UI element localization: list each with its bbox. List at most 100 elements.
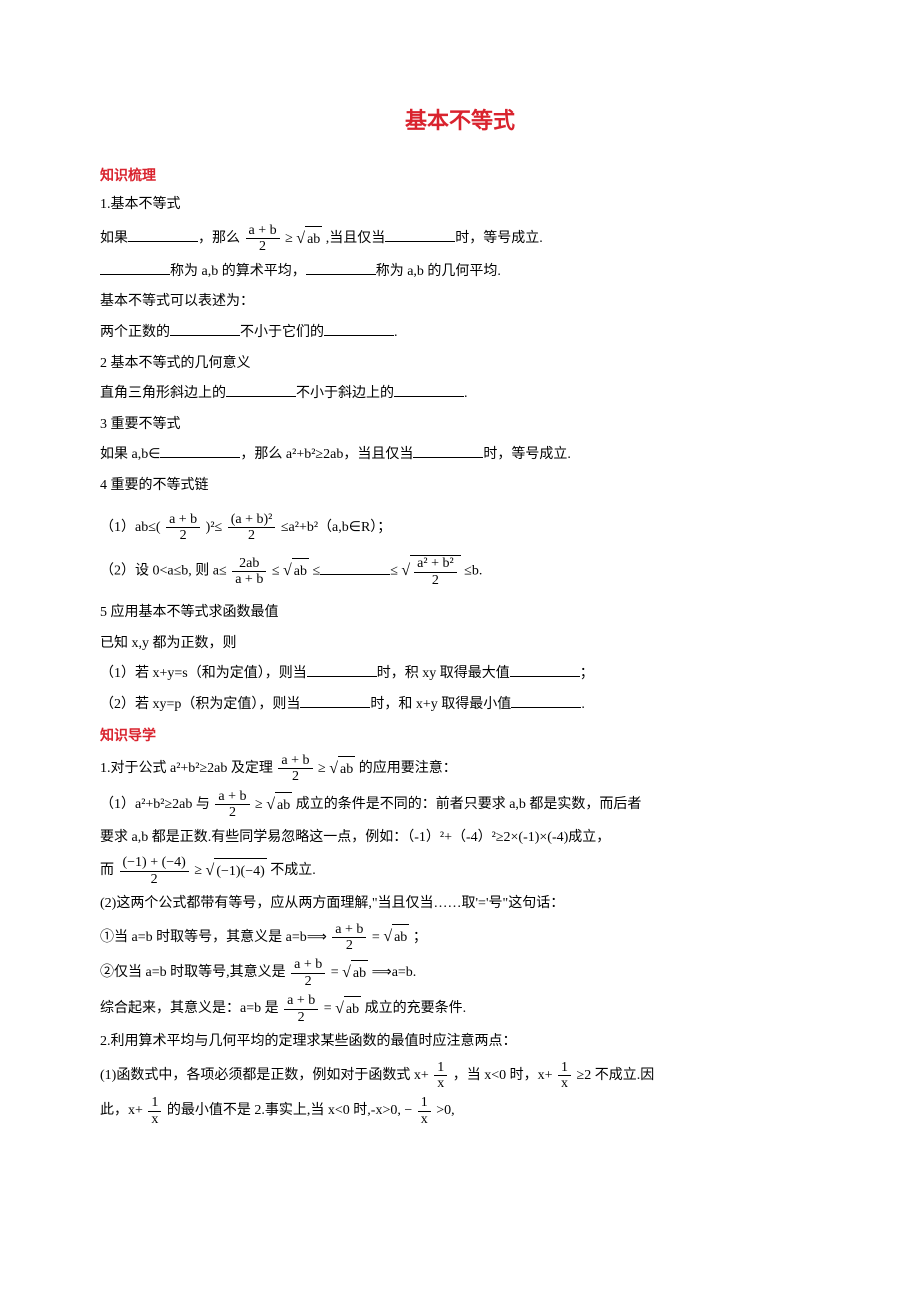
fraction: a + b2: [166, 512, 200, 544]
d1-line7: ②仅当 a=b 时取等号,其意义是 a + b2 = ab ⟹a=b.: [100, 957, 820, 989]
text: .: [581, 697, 585, 712]
fraction: 1x: [148, 1095, 161, 1127]
blank: [226, 382, 296, 397]
d1-line2: （1）a²+b²≥2ab 与 a + b2 ≥ ab 成立的条件是不同的：前者只…: [100, 789, 820, 821]
text: （1）ab≤(: [100, 520, 161, 535]
text: 直角三角形斜边上的: [100, 386, 226, 401]
s4-line1: （1）ab≤( a + b2 )²≤ (a + b)²2 ≤a²+b²（a,b∈…: [100, 512, 820, 544]
text: 称为 a,b 的几何平均.: [376, 264, 501, 279]
denominator: 2: [246, 239, 280, 254]
text: 不小于斜边上的: [296, 386, 394, 401]
text: ≥: [255, 797, 266, 812]
text: ≥: [194, 863, 205, 878]
text: ；: [413, 930, 427, 945]
fraction: a + b2: [332, 922, 366, 954]
text: .: [464, 386, 468, 401]
s2-line1: 直角三角形斜边上的 不小于斜边上的.: [100, 381, 820, 408]
numerator: (a + b)²: [228, 512, 276, 528]
s1-line4: 两个正数的不小于它们的.: [100, 320, 820, 347]
denominator: x: [418, 1112, 431, 1127]
d2-line2: (1)函数式中，各项必须都是正数，例如对于函数式 x+ 1x ，当 x<0 时，…: [100, 1060, 820, 1092]
blank: [324, 321, 394, 336]
text: 不小于它们的: [240, 325, 324, 340]
denominator: 2: [284, 1010, 318, 1025]
text: ≤: [272, 564, 283, 579]
page-title: 基本不等式: [100, 100, 820, 142]
numerator: a + b: [278, 753, 312, 769]
fraction: a + b2: [291, 957, 325, 989]
blank: [394, 382, 464, 397]
text: 时，和 x+y 取得最小值: [370, 697, 511, 712]
numerator: a + b: [332, 922, 366, 938]
fraction: a + b2: [284, 993, 318, 1025]
text: ②仅当 a=b 时取等号,其意义是: [100, 965, 289, 980]
text: 成立的条件是不同的：前者只要求 a,b 都是实数，而后者: [296, 797, 642, 812]
blank: [307, 662, 377, 677]
blank: [100, 260, 170, 275]
numerator: a + b: [166, 512, 200, 528]
numerator: 1: [434, 1060, 447, 1076]
fraction: a + b2: [246, 223, 280, 255]
text: ≤a²+b²（a,b∈R）；: [281, 520, 391, 535]
text: （1）a²+b²≥2ab 与: [100, 797, 213, 812]
d1-line3: 要求 a,b 都是正数.有些同学易忽略这一点，例如：（-1）²+（-4）²≥2×…: [100, 825, 820, 852]
text: .: [394, 325, 398, 340]
text: ；: [580, 666, 594, 681]
denominator: a + b: [232, 572, 266, 587]
sqrt: ab: [266, 790, 292, 820]
text: 时，等号成立.: [483, 447, 571, 462]
fraction: a² + b²2: [414, 556, 457, 588]
text: ≤: [390, 564, 398, 579]
numerator: a + b: [215, 789, 249, 805]
denominator: 2: [166, 528, 200, 543]
blank: [511, 693, 581, 708]
text: 不成立.: [270, 863, 316, 878]
denominator: 2: [414, 573, 457, 588]
s1-line3: 基本不等式可以表述为：: [100, 289, 820, 316]
numerator: a + b: [284, 993, 318, 1009]
text: ,当且仅当: [326, 231, 386, 246]
text: 1.对于公式 a²+b²≥2ab 及定理: [100, 761, 276, 776]
s4-line2: （2）设 0<a≤b, 则 a≤ 2aba + b ≤ ab ≤≤ a² + b…: [100, 555, 820, 588]
sqrt: (−1)(−4): [206, 856, 267, 886]
denominator: 2: [332, 938, 366, 953]
text: ≥: [318, 761, 329, 776]
section-heading-1: 知识梳理: [100, 162, 820, 189]
fraction: a + b2: [278, 753, 312, 785]
text: 而: [100, 863, 114, 878]
text: （2）设 0<a≤b, 则 a≤: [100, 564, 227, 579]
numerator: 1: [558, 1060, 571, 1076]
text: 时，积 xy 取得最大值: [377, 666, 510, 681]
sqrt: ab: [283, 556, 309, 586]
text: ，当 x<0 时，x+: [453, 1068, 553, 1083]
blank: [510, 662, 580, 677]
d1-line1: 1.对于公式 a²+b²≥2ab 及定理 a + b2 ≥ ab 的应用要注意：: [100, 753, 820, 785]
text: 的应用要注意：: [359, 761, 457, 776]
text: (1)函数式中，各项必须都是正数，例如对于函数式 x+: [100, 1068, 429, 1083]
d1-line5: (2)这两个公式都带有等号，应从两方面理解,"当且仅当……取'='号"这句话：: [100, 891, 820, 918]
numerator: a + b: [291, 957, 325, 973]
sqrt: ab: [383, 922, 409, 952]
sqrt-body: ab: [351, 960, 368, 988]
s3-num: 3 重要不等式: [100, 412, 820, 439]
sqrt-body: ab: [392, 924, 409, 952]
text: 成立的充要条件.: [365, 1001, 467, 1016]
text: =: [372, 930, 383, 945]
blank: [413, 443, 483, 458]
blank: [306, 260, 376, 275]
fraction: a + b2: [215, 789, 249, 821]
blank: [160, 443, 240, 458]
fraction: (−1) + (−4)2: [120, 855, 189, 887]
text: 时，等号成立.: [455, 231, 543, 246]
text: ，那么 a²+b²≥2ab，当且仅当: [240, 447, 413, 462]
s2-num: 2 基本不等式的几何意义: [100, 351, 820, 378]
text: =: [331, 965, 342, 980]
text: ，那么: [198, 231, 244, 246]
denominator: 2: [215, 805, 249, 820]
denominator: 2: [120, 872, 189, 887]
text: ≥2 不成立.因: [577, 1068, 655, 1083]
denominator: x: [148, 1112, 161, 1127]
text: ⟹a=b.: [372, 965, 417, 980]
fraction: 1x: [418, 1095, 431, 1127]
sqrt-body: ab: [338, 756, 355, 784]
